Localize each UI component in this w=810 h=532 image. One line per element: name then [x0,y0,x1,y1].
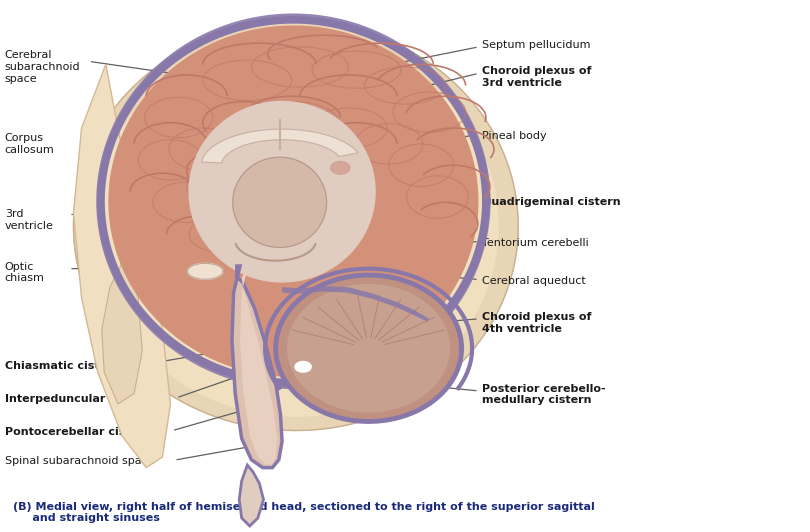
Polygon shape [109,26,478,376]
Polygon shape [202,129,358,163]
Polygon shape [102,255,143,404]
Polygon shape [74,22,518,430]
Text: Pineal body: Pineal body [482,131,547,141]
Polygon shape [275,275,462,421]
Text: Choroid plexus of
4th ventricle: Choroid plexus of 4th ventricle [482,312,591,334]
Text: Septum pellucidum: Septum pellucidum [482,40,590,50]
Text: Choroid plexus of
3rd ventricle: Choroid plexus of 3rd ventricle [482,66,591,88]
Text: Posterior cerebello-
medullary cistern: Posterior cerebello- medullary cistern [482,384,605,405]
Text: (B) Medial view, right half of hemisected head, sectioned to the right of the su: (B) Medial view, right half of hemisecte… [13,502,595,523]
Text: 3rd
ventricle: 3rd ventricle [5,209,53,231]
Text: Quadrigeminal cistern: Quadrigeminal cistern [482,197,620,207]
Polygon shape [330,162,350,174]
Polygon shape [240,269,277,464]
Polygon shape [239,465,263,526]
Polygon shape [257,155,297,239]
Text: Interpeduncular cistern: Interpeduncular cistern [5,394,152,404]
Text: Cerebral aqueduct: Cerebral aqueduct [482,276,586,286]
Polygon shape [189,102,375,282]
Text: Tentorium cerebelli: Tentorium cerebelli [482,238,589,248]
Polygon shape [94,36,498,416]
Text: Cerebral
subarachnoid
space: Cerebral subarachnoid space [5,51,80,84]
Text: Chiasmatic cistern: Chiasmatic cistern [5,361,120,371]
Polygon shape [187,263,223,279]
Text: Corpus
callosum: Corpus callosum [5,133,54,155]
Text: Pontocerebellar cistern: Pontocerebellar cistern [5,427,151,437]
Text: Optic
chiasm: Optic chiasm [5,262,45,283]
Polygon shape [74,64,170,468]
Polygon shape [282,286,429,322]
Polygon shape [232,266,282,468]
Polygon shape [232,157,326,247]
Polygon shape [288,285,450,412]
Text: Spinal subarachnoid space: Spinal subarachnoid space [5,456,155,466]
Polygon shape [295,362,311,372]
